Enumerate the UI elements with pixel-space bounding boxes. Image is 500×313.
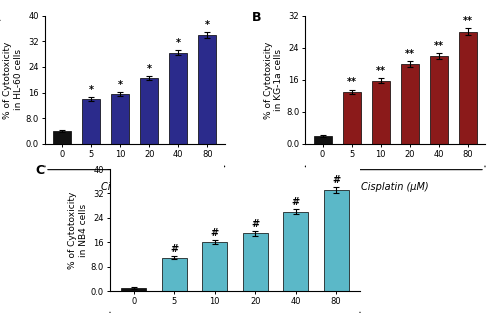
Bar (202, 242, 228, 291)
Bar (198, 35, 216, 144)
Bar (400, 64, 418, 144)
Bar (140, 78, 158, 144)
Bar (242, 233, 268, 291)
Y-axis label: % of Cytotoxicity
in NB4 cells: % of Cytotoxicity in NB4 cells (68, 191, 87, 269)
Y-axis label: % of Cytotoxicity
in HL-60 cells: % of Cytotoxicity in HL-60 cells (4, 41, 22, 119)
Text: **: ** (346, 77, 356, 87)
Y-axis label: % of Cytotoxicity
in KG-1a cells: % of Cytotoxicity in KG-1a cells (264, 41, 283, 119)
Text: #: # (170, 244, 178, 254)
Text: **: ** (434, 41, 444, 50)
Text: *: * (205, 20, 210, 30)
Text: *: * (147, 64, 152, 74)
Bar (342, 92, 360, 144)
Text: #: # (292, 197, 300, 207)
Text: C: C (35, 164, 44, 177)
Bar (372, 81, 390, 144)
Text: *: * (118, 80, 123, 90)
Text: **: ** (376, 66, 386, 76)
Text: B: B (252, 11, 261, 23)
Bar (112, 94, 130, 144)
Text: #: # (251, 219, 260, 229)
Text: **: ** (463, 16, 473, 26)
Text: *: * (176, 38, 181, 48)
Bar (459, 32, 477, 144)
Bar (430, 56, 448, 144)
Text: Cisplatin (μM): Cisplatin (μM) (101, 182, 168, 192)
Text: *: * (88, 85, 94, 95)
Bar (53, 131, 71, 144)
Bar (324, 190, 348, 291)
Text: #: # (332, 176, 340, 186)
Bar (122, 288, 146, 291)
Text: #: # (210, 228, 219, 238)
Text: Cisplatin (μM): Cisplatin (μM) (362, 182, 429, 192)
Bar (170, 53, 188, 144)
Bar (314, 136, 332, 144)
Bar (82, 99, 100, 144)
Bar (162, 258, 187, 291)
Text: **: ** (404, 49, 414, 59)
Bar (283, 212, 308, 291)
